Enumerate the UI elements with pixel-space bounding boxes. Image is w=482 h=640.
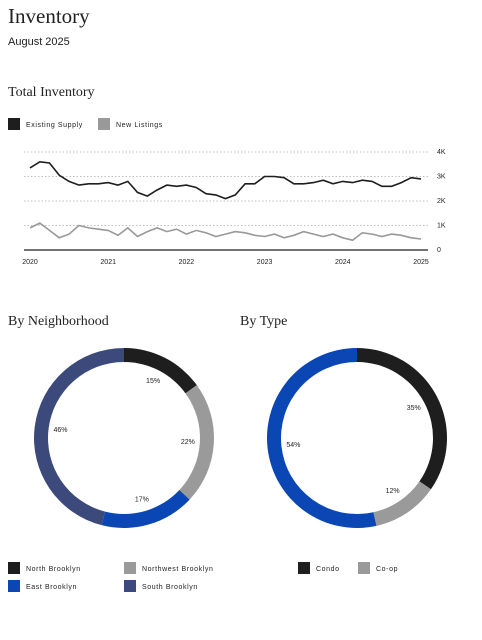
y-tick-label: 2K [437, 198, 446, 205]
x-tick-label: 2023 [257, 259, 273, 266]
slice-label: 54% [286, 442, 300, 449]
donut-slice [373, 481, 431, 526]
y-tick-label: 1K [437, 222, 446, 229]
donut-slice [267, 348, 377, 528]
legend-label: Co-op [376, 566, 398, 573]
page-subtitle: August 2025 [8, 36, 70, 48]
x-tick-label: 2022 [179, 259, 195, 266]
y-tick-label: 3K [437, 173, 446, 180]
slice-label: 46% [53, 427, 67, 434]
chart-title: By Neighborhood [8, 314, 109, 329]
legend-swatch [8, 580, 20, 592]
donut-slice [179, 385, 215, 500]
legend-swatch [124, 562, 136, 574]
x-tick-label: 2020 [22, 259, 38, 266]
chart-title: By Type [240, 314, 287, 329]
slice-label: 17% [135, 496, 149, 503]
slice-label: 12% [386, 488, 400, 495]
legend-label: South Brooklyn [142, 584, 198, 591]
y-tick-label: 4K [437, 149, 446, 156]
slice-label: 35% [407, 405, 421, 412]
chart-title: Total Inventory [8, 85, 95, 100]
y-tick-label: 0 [437, 247, 441, 254]
line-series [29, 222, 422, 242]
legend-label: East Brooklyn [26, 584, 77, 591]
legend-swatch [98, 118, 110, 130]
x-tick-label: 2024 [335, 259, 351, 266]
page-title: Inventory [8, 4, 90, 28]
legend-swatch [8, 118, 20, 130]
legend-label: New Listings [116, 122, 163, 129]
legend-label: Condo [316, 566, 340, 573]
donut-slice [124, 348, 197, 394]
slice-label: 22% [181, 439, 195, 446]
line-series [29, 160, 422, 200]
legend-swatch [298, 562, 310, 574]
x-tick-label: 2025 [413, 259, 429, 266]
legend-label: Northwest Brooklyn [142, 566, 214, 573]
legend-swatch [8, 562, 20, 574]
donut-slice [34, 348, 124, 526]
donut-slice [101, 490, 190, 528]
legend-swatch [124, 580, 136, 592]
donut-slice [357, 348, 447, 490]
legend-label: North Brooklyn [26, 566, 81, 573]
slice-label: 15% [146, 378, 160, 385]
x-tick-label: 2021 [100, 259, 116, 266]
legend-label: Existing Supply [26, 122, 83, 129]
legend-swatch [358, 562, 370, 574]
